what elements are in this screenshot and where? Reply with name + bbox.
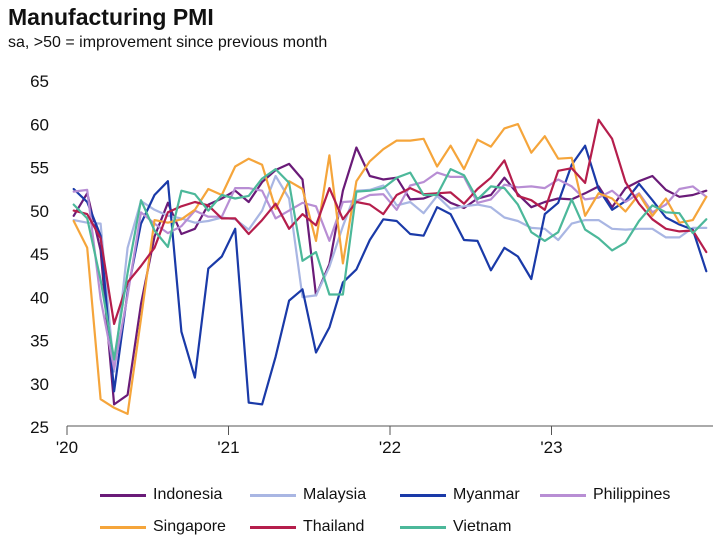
x-tick-label: '20 xyxy=(56,438,78,457)
y-tick-label: 45 xyxy=(30,245,49,264)
legend-item-myanmar: Myanmar xyxy=(400,486,540,504)
legend-item-singapore: Singapore xyxy=(100,518,250,536)
legend-label: Myanmar xyxy=(453,486,520,503)
y-tick-label: 60 xyxy=(30,115,49,134)
legend-item-malaysia: Malaysia xyxy=(250,486,400,504)
legend-item-philippines: Philippines xyxy=(540,486,690,504)
legend-swatch xyxy=(100,493,146,497)
legend-item-vietnam: Vietnam xyxy=(400,518,540,536)
y-tick-label: 30 xyxy=(30,375,49,394)
y-tick-label: 25 xyxy=(30,418,49,437)
legend-item-indonesia: Indonesia xyxy=(100,486,250,504)
legend-swatch xyxy=(400,525,446,529)
x-tick-label: '22 xyxy=(379,438,401,457)
legend-label: Indonesia xyxy=(153,486,223,503)
series-line-indonesia xyxy=(72,146,708,406)
legend-swatch xyxy=(250,493,296,497)
series-line-philippines xyxy=(72,171,708,370)
x-tick-label: '23 xyxy=(540,438,562,457)
legend-label: Thailand xyxy=(303,518,365,535)
legend-label: Malaysia xyxy=(303,486,367,503)
legend-label: Vietnam xyxy=(453,518,512,535)
y-tick-label: 55 xyxy=(30,159,49,178)
chart-title: Manufacturing PMI xyxy=(8,4,214,30)
series-line-vietnam xyxy=(72,168,708,361)
series-line-malaysia xyxy=(72,174,708,373)
legend-swatch xyxy=(100,525,146,529)
x-tick-label: '21 xyxy=(217,438,239,457)
y-tick-label: 35 xyxy=(30,332,49,351)
chart-subtitle: sa, >50 = improvement since previous mon… xyxy=(8,34,328,51)
legend-swatch xyxy=(250,525,296,529)
series-line-myanmar xyxy=(72,144,708,406)
legend-item-thailand: Thailand xyxy=(250,518,400,536)
legend-swatch xyxy=(540,493,586,497)
series-line-singapore xyxy=(72,122,708,415)
y-tick-label: 50 xyxy=(30,202,49,221)
chart-legend: Indonesia Malaysia Myanmar Philippines Singa… xyxy=(100,486,700,536)
line-chart: 65 60 55 50 45 40 35 30 25 '20 '21 '22 '23 xyxy=(30,72,713,457)
y-tick-label: 65 xyxy=(30,72,49,91)
series-line-thailand xyxy=(72,118,708,325)
legend-swatch xyxy=(400,493,446,497)
y-tick-label: 40 xyxy=(30,288,49,307)
legend-label: Philippines xyxy=(593,486,671,503)
legend-label: Singapore xyxy=(153,518,226,535)
